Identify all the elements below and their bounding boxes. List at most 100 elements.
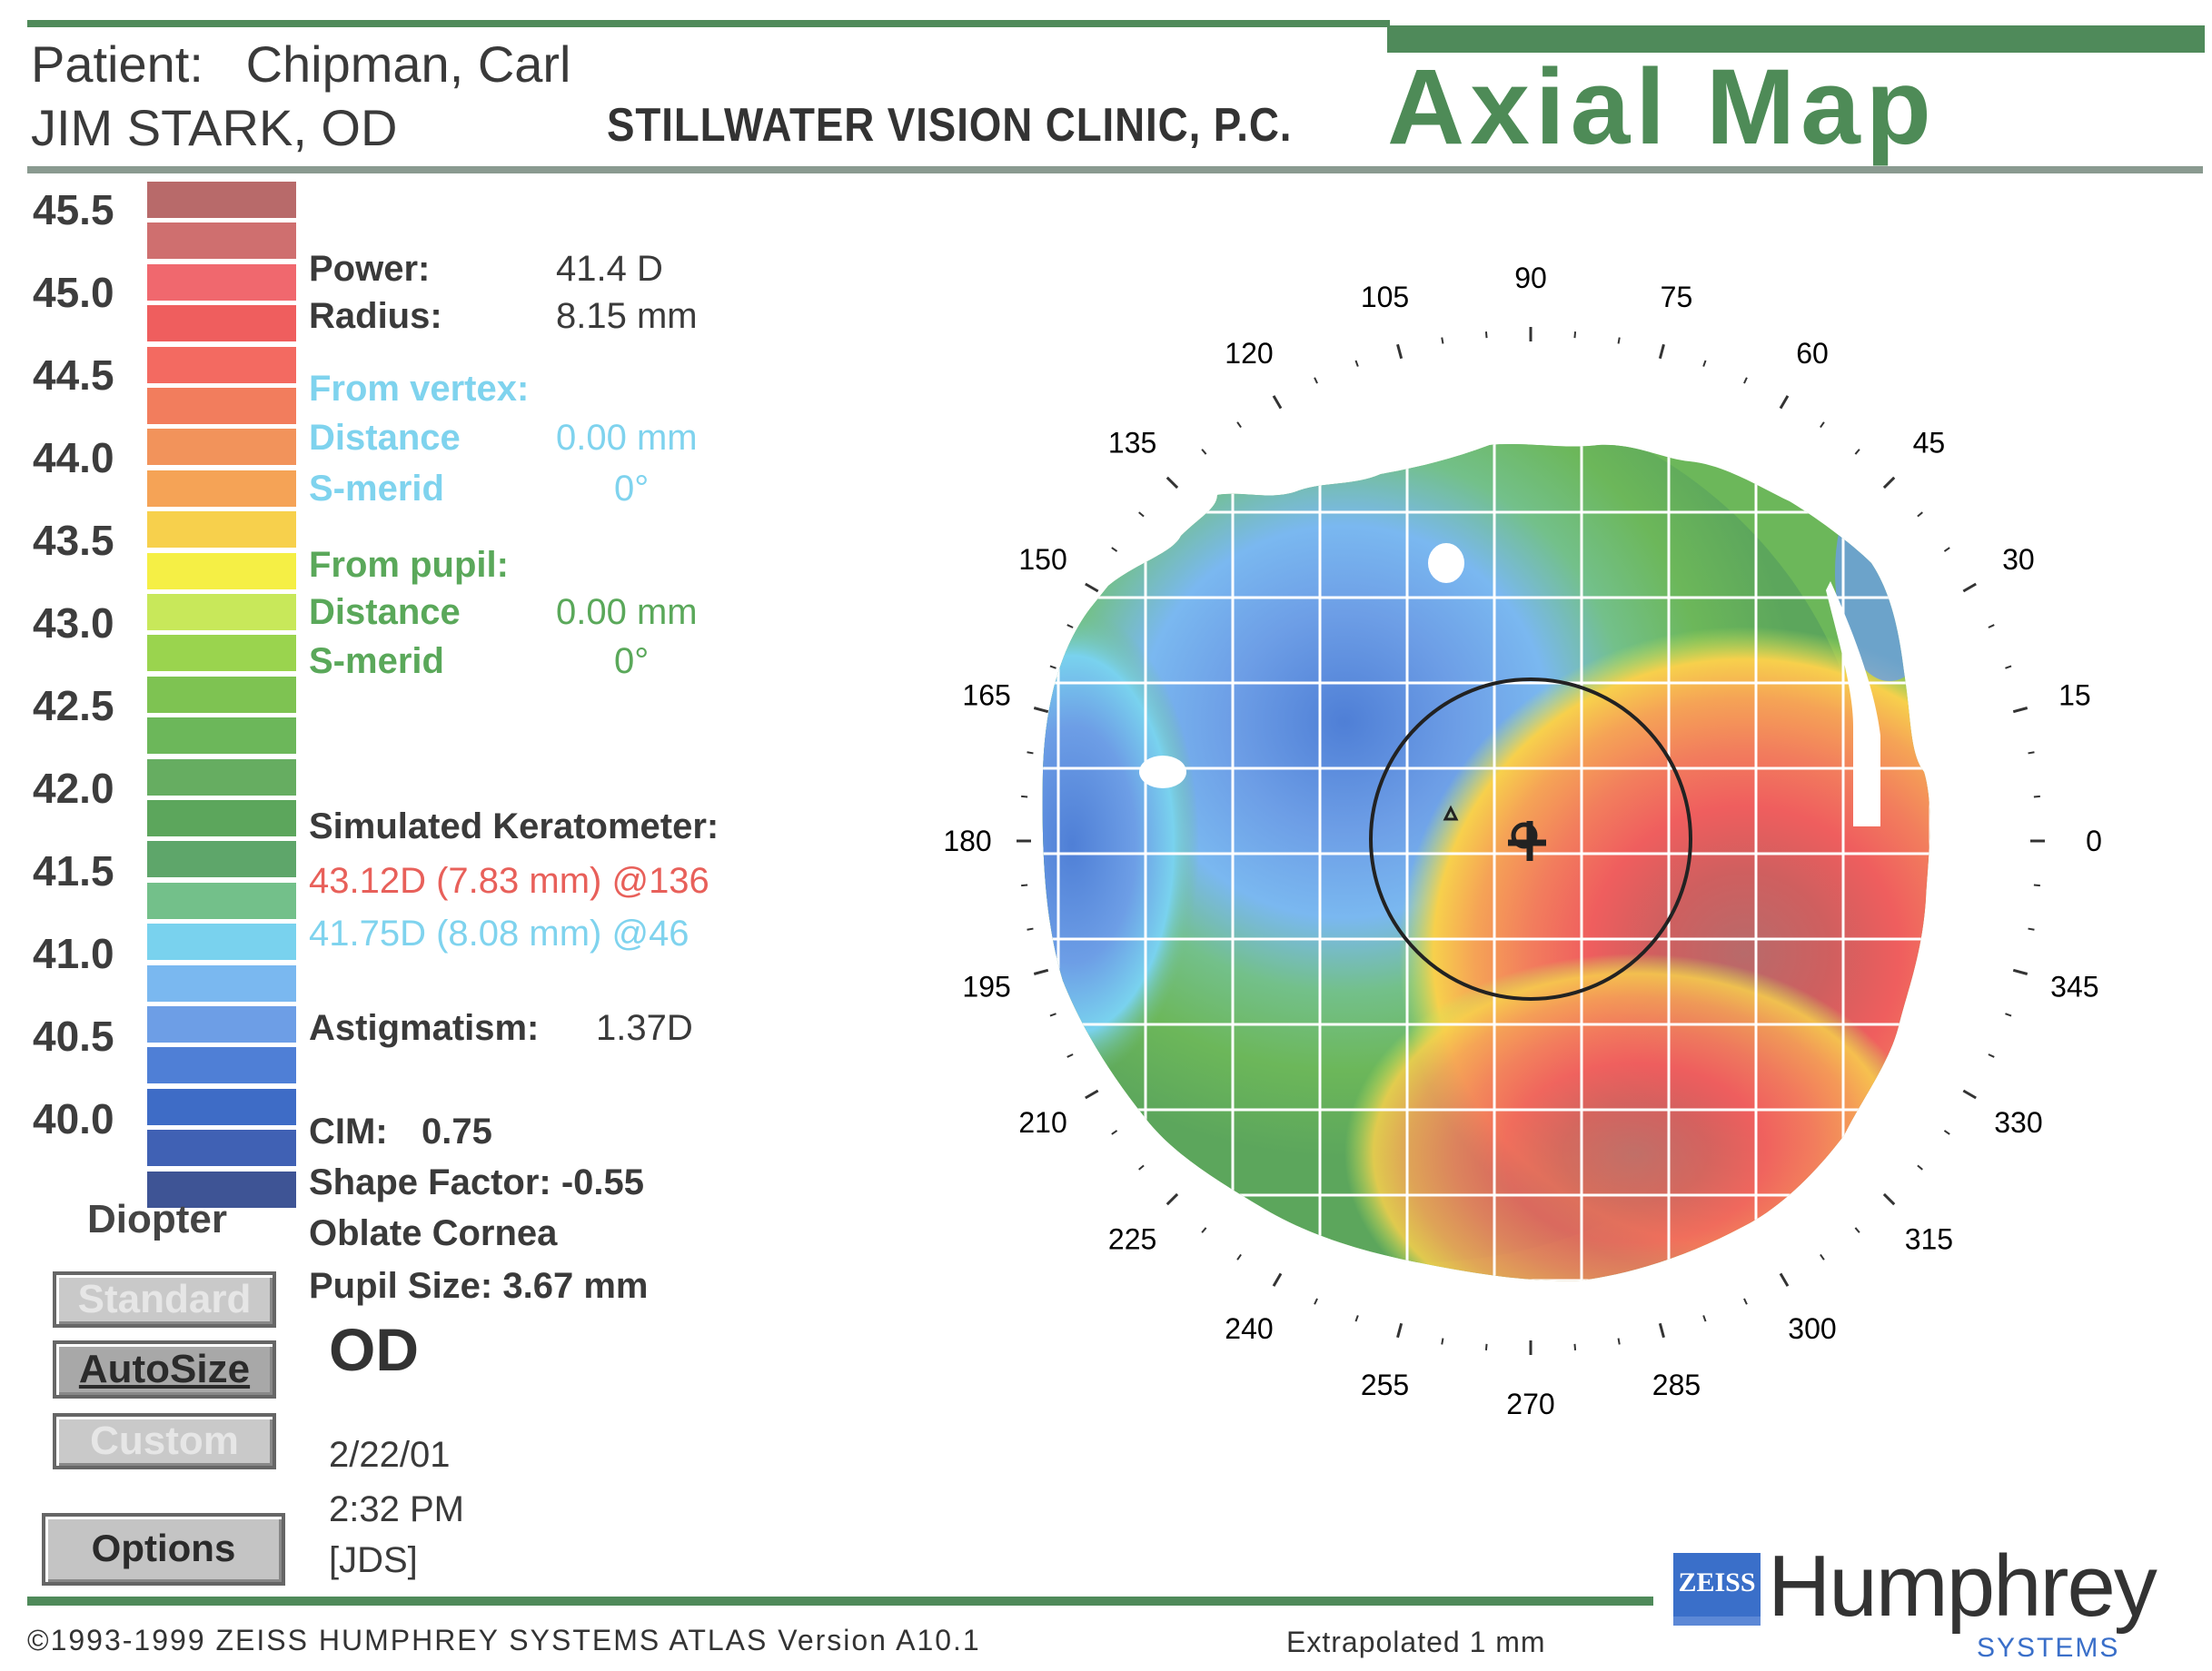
simk-label: Simulated Keratometer: (309, 806, 719, 846)
angle-tick (1272, 395, 1283, 410)
angle-tick (1049, 1013, 1056, 1017)
angle-label: 330 (1994, 1106, 2042, 1139)
angle-tick (2028, 751, 2035, 755)
angle-tick (1027, 927, 1034, 931)
angle-label: 60 (1796, 337, 1829, 370)
angle-label: 300 (1788, 1312, 1836, 1345)
angle-tick (1314, 1298, 1318, 1305)
angle-tick (1166, 1192, 1179, 1206)
angle-tick (1820, 421, 1825, 429)
scale-label: 40.0 (33, 1095, 114, 1142)
vertex-smerid-value: 0° (614, 469, 650, 509)
angle-labels: 0 15 30 45 60 75 90 105 120 135 150 165 180 195 210 225… (945, 263, 2102, 1420)
vertex-marker (1443, 805, 1459, 821)
options-button[interactable]: Options (42, 1513, 285, 1586)
exam-time: 2:32 PM (329, 1489, 464, 1529)
angle-label: 165 (962, 679, 1010, 712)
pupil-distance-label: Distance (309, 592, 461, 632)
zeiss-logo-text: ZEISS (1678, 1567, 1756, 1597)
angle-tick (1166, 476, 1179, 489)
angle-tick (1201, 449, 1207, 455)
copyright-text: ©1993-1999 ZEISS HUMPHREY SYSTEMS ATLAS … (27, 1624, 981, 1656)
patient-label: Patient: (31, 35, 203, 93)
scale-label: 42.5 (33, 682, 114, 729)
angle-tick (1236, 421, 1242, 429)
angle-tick (1743, 1298, 1748, 1305)
angle-label: 315 (1905, 1222, 1953, 1255)
extrapolated-text: Extrapolated 1 mm (1286, 1626, 1546, 1658)
scale-label: 45.5 (33, 186, 114, 233)
custom-button[interactable]: Custom (53, 1413, 276, 1469)
angle-tick (2005, 1013, 2012, 1017)
angle-label: 105 (1361, 281, 1409, 313)
scale-swatch (147, 470, 296, 507)
cornea-type: Oblate Cornea (309, 1213, 558, 1253)
angle-tick (1272, 1272, 1283, 1287)
angle-tick (1354, 360, 1359, 367)
angle-tick (1033, 968, 1049, 975)
angle-tick (2028, 927, 2035, 931)
scale-swatch (147, 1088, 296, 1125)
vertex-distance-value: 0.00 mm (556, 418, 698, 458)
crosshair-marker (1508, 821, 1546, 861)
scale-swatch (147, 635, 296, 672)
scale-swatch (147, 305, 296, 342)
scale-label: 44.5 (33, 351, 114, 399)
angle-tick (1617, 337, 1621, 344)
standard-button[interactable]: Standard (53, 1271, 276, 1328)
autosize-button[interactable]: AutoSize (53, 1340, 276, 1399)
astig-label: Astigmatism: (309, 1008, 540, 1048)
angle-tick (2005, 665, 2012, 669)
pupil-smerid-label: S-merid (309, 641, 444, 681)
angle-tick (1573, 331, 1577, 339)
zeiss-logo-mark: ZEISS (1673, 1553, 1761, 1626)
zeiss-humphrey-logo: ZEISS Humphrey SYSTEMS (1673, 1538, 2191, 1663)
systems-logo-text: SYSTEMS (1977, 1633, 2120, 1663)
angle-tick (1021, 795, 1028, 798)
angle-tick (1085, 1089, 1099, 1100)
axial-map[interactable]: 0 15 30 45 60 75 90 105 120 135 150 165 180 195 210 225… (945, 263, 2180, 1444)
exam-date: 2/22/01 (329, 1435, 451, 1475)
footer-rule (27, 1597, 1653, 1606)
angle-tick (1917, 511, 1923, 518)
angle-tick (1033, 707, 1049, 714)
angle-tick (1854, 1227, 1860, 1233)
scale-label: 41.0 (33, 930, 114, 977)
angle-tick (1943, 547, 1950, 552)
angle-label: 75 (1661, 281, 1693, 313)
angle-tick (1702, 360, 1707, 367)
angle-label: 345 (2050, 970, 2098, 1003)
pupil-size: Pupil Size: 3.67 mm (309, 1266, 649, 1306)
angle-tick (1201, 1227, 1207, 1233)
header-divider (27, 166, 2203, 173)
angle-tick (1138, 1164, 1145, 1171)
angle-tick (1658, 343, 1665, 360)
angle-label: 90 (1514, 263, 1547, 294)
angle-tick (1988, 1053, 1995, 1058)
angle-tick (2033, 795, 2040, 798)
angle-label: 210 (1018, 1106, 1066, 1139)
scale-swatch (147, 717, 296, 755)
angle-tick (1617, 1338, 1621, 1345)
angle-tick (1573, 1343, 1577, 1350)
angle-tick (1484, 331, 1488, 339)
scale-swatch (147, 222, 296, 260)
angle-tick (1396, 1322, 1404, 1339)
angle-tick (1962, 582, 1977, 593)
shape-factor: Shape Factor: -0.55 (309, 1162, 645, 1202)
angle-tick (1314, 377, 1318, 384)
pupil-smerid-value: 0° (614, 641, 650, 681)
pupil-distance-value: 0.00 mm (556, 592, 698, 632)
angle-tick (2012, 707, 2028, 714)
scale-swatch (147, 800, 296, 836)
humphrey-logo-text: Humphrey (1768, 1538, 2157, 1635)
angle-label: 225 (1108, 1222, 1156, 1255)
angle-tick (1854, 449, 1860, 455)
cim-label: CIM: (309, 1112, 388, 1152)
angle-label: 15 (2058, 679, 2091, 712)
vertex-smerid-label: S-merid (309, 469, 444, 509)
angle-tick (1441, 1338, 1444, 1345)
angle-label: 180 (945, 825, 992, 857)
angle-tick (1943, 1130, 1950, 1135)
scale-swatch (147, 924, 296, 961)
